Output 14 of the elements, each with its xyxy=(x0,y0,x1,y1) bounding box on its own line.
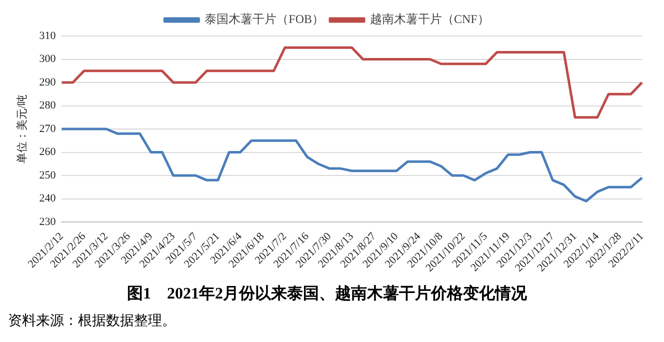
text: 资料来源：根据数据整理。 xyxy=(8,312,177,330)
y-tick-label: 270 xyxy=(39,122,56,135)
legend-label: 泰国木薯干片（FOB） xyxy=(204,12,324,26)
legend-label: 越南木薯干片（CNF） xyxy=(370,12,490,26)
text: 图1 2021年2月份以来泰国、越南木薯干片价格变化情况 xyxy=(127,284,528,303)
y-axis-title: 单位：美元/吨 xyxy=(15,94,28,164)
y-tick-label: 230 xyxy=(39,216,56,228)
y-tick-label: 240 xyxy=(39,192,56,205)
y-tick-label: 290 xyxy=(39,76,56,88)
y-tick-label: 300 xyxy=(39,53,56,66)
y-tick-label: 260 xyxy=(39,146,56,158)
y-tick-label: 250 xyxy=(39,169,56,182)
y-tick-label: 310 xyxy=(39,30,56,42)
y-tick-label: 280 xyxy=(39,100,56,112)
